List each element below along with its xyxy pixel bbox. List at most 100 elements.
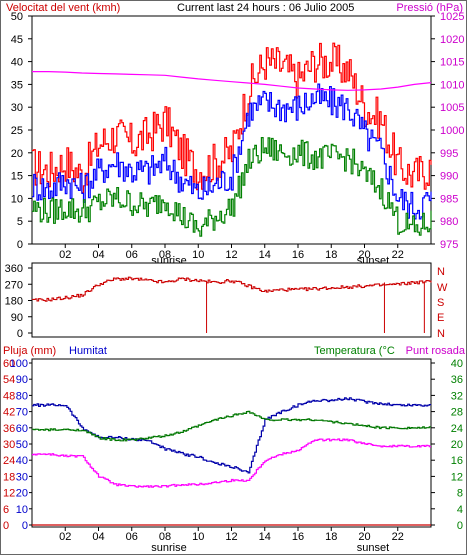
compass-label: N [437,266,445,278]
temperature-ytick-label: 8 [457,488,463,500]
wind-ytick-label: 45 [11,34,23,46]
humidity-ytick-label: 50 [16,439,28,451]
humidity-ytick-label: 100 [10,358,28,370]
humidity-ytick-label: 80 [16,390,28,402]
wind-pressure-chart: Velocitat del vent (kmh) Current last 24… [6,2,464,267]
temperature-axis-label: Temperatura (°C [314,345,395,357]
wind-xtick-label: 20 [358,249,370,261]
chart-title: Current last 24 hours : 06 Julio 2005 [177,2,354,14]
wind-ytick-label: 20 [11,148,23,160]
direction-ytick-label: 270 [5,279,23,291]
wind-ytick-label: 40 [11,57,23,69]
rain-ytick-label: 60 [3,358,15,370]
humidity-xtick-label: 06 [126,531,138,543]
pressure-ytick-label: 1010 [440,79,464,91]
pressure-ytick-label: 975 [440,239,458,251]
wind-speed-axis-label: Velocitat del vent (kmh) [6,2,120,14]
wind-xtick-label: 16 [292,249,304,261]
temperature-ytick-label: 12 [451,471,463,483]
wind-xtick-label: 12 [225,249,237,261]
wind-xtick-label: 18 [325,249,337,261]
compass-label: E [437,312,444,324]
wind-ytick-label: 15 [11,171,23,183]
temperature-ytick-label: 36 [451,374,463,386]
humidity-temperature-chart: Pluja (mm) Humitat Temperatura (°C Punt … [3,345,466,554]
wind-ytick-label: 5 [17,216,23,228]
rain-ytick-label: 30 [3,439,15,451]
temperature-ytick-label: 32 [451,390,463,402]
pressure-ytick-label: 980 [440,216,458,228]
temperature-ytick-label: 40 [451,358,463,370]
wind-ytick-label: 30 [11,102,23,114]
humidity-ytick-label: 0 [22,520,28,532]
pressure-ytick-label: 990 [440,171,458,183]
wind-average-series [32,83,432,220]
temperature-ytick-label: 24 [451,423,463,435]
humidity-xtick-label: 10 [192,531,204,543]
wind-xtick-label: 08 [159,249,171,261]
humidity-xtick-label: 08 [159,531,171,543]
direction-ytick-label: 90 [11,312,23,324]
humidity-ytick-label: 40 [16,455,28,467]
wind-ytick-label: 0 [17,239,23,251]
humidity-xtick-label: 16 [292,531,304,543]
wind-xtick-label: 02 [59,249,71,261]
compass-label: S [437,297,444,309]
temperature-ytick-label: 0 [457,520,463,532]
rain-ytick-label: 36 [3,423,15,435]
humidity-ytick-label: 20 [16,488,28,500]
temperature-ytick-label: 4 [457,504,463,516]
dew-point-axis-label: Punt rosada [406,345,466,357]
temperature-ytick-label: 16 [451,455,463,467]
humidity-series [32,397,431,474]
pressure-ytick-label: 1025 [440,11,464,23]
rain-ytick-label: 24 [3,455,15,467]
temperature-ytick-label: 28 [451,407,463,419]
compass-label: N [437,328,445,340]
pressure-ytick-label: 995 [440,148,458,160]
wind-xtick-label: 14 [259,249,271,261]
wind-xtick-label: 10 [192,249,204,261]
humidity-ytick-label: 90 [16,374,28,386]
wind-ytick-label: 50 [11,11,23,23]
direction-ytick-label: 360 [5,263,23,275]
rain-ytick-label: 6 [3,504,9,516]
wind-ytick-label: 35 [11,79,23,91]
rain-ytick-label: 18 [3,471,15,483]
humidity-xtick-label: 20 [358,531,370,543]
rain-ytick-label: 48 [3,390,15,402]
humidity-xtick-label: 22 [392,531,404,543]
pressure-ytick-label: 1005 [440,102,464,114]
wind-ytick-label: 10 [11,193,23,205]
humidity-xtick-label: 12 [225,531,237,543]
temperature-series [32,410,431,442]
humidity-ytick-label: 10 [16,504,28,516]
wind-xtick-label: 22 [392,249,404,261]
rain-ytick-label: 42 [3,407,15,419]
humidity-axis-label: Humitat [69,345,107,357]
pressure-ytick-label: 1000 [440,125,464,137]
humidity-xtick-label: 18 [325,531,337,543]
direction-plot-frame [31,262,432,338]
temperature-ytick-label: 20 [451,439,463,451]
humidity-plot-frame [31,358,432,528]
wind-direction-series [32,276,432,302]
compass-label: W [437,282,448,294]
sunrise-label-bottom: sunrise [151,542,186,554]
wind-xtick-label: 04 [92,249,104,261]
pressure-ytick-label: 985 [440,193,458,205]
direction-ytick-label: 180 [5,296,23,308]
pressure-axis-label: Pressió (hPa) [396,2,463,14]
wind-ytick-label: 25 [11,125,23,137]
dew-point-series [32,438,431,488]
wind-low-series [32,137,432,237]
sunset-label-bottom: sunset [357,542,389,554]
humidity-ytick-label: 70 [16,407,28,419]
humidity-xtick-label: 14 [259,531,271,543]
rain-axis-label: Pluja (mm) [3,345,56,357]
rain-ytick-label: 54 [3,374,15,386]
direction-ytick-label: 0 [17,328,23,340]
humidity-xtick-label: 02 [59,531,71,543]
